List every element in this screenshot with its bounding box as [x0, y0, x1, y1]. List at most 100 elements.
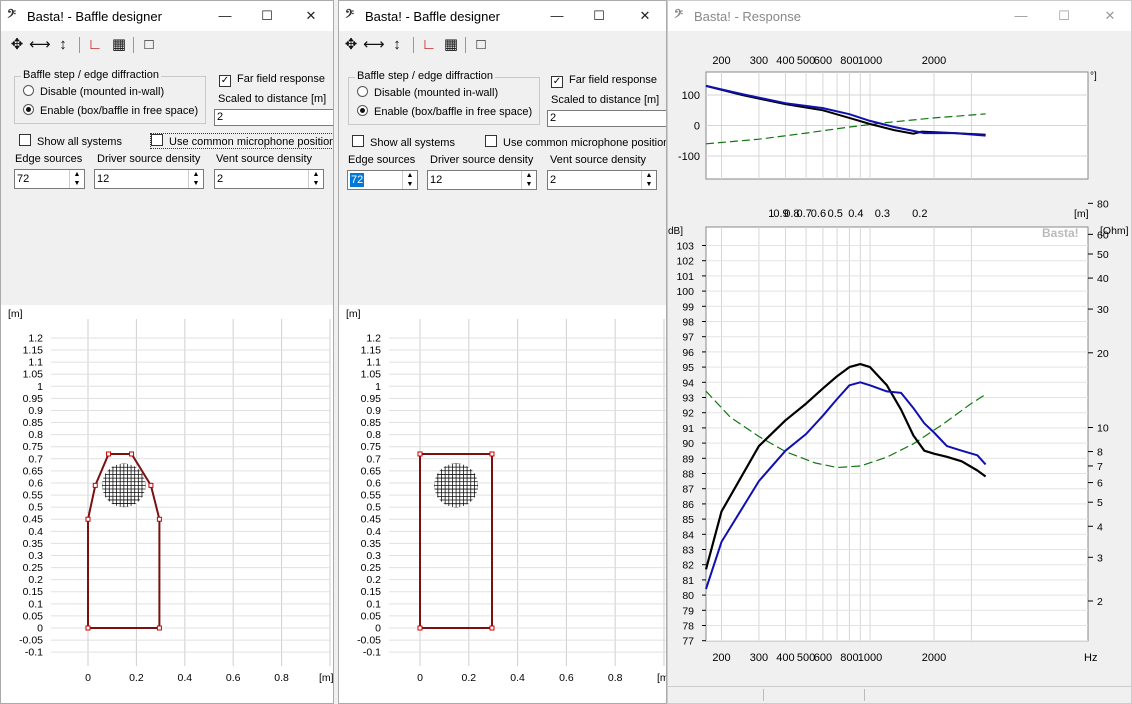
baffle-plot[interactable]: 1.2 1.15 1.1 1.05 1 0.95 0.9 0.85 0.8 0.75 0.7 0.65… [1, 305, 333, 703]
phase-tick-label: -100 [678, 151, 700, 163]
y-tick-label: 0.8 [28, 429, 43, 441]
y-tick-label: 0.65 [361, 465, 382, 477]
spin-arrows-icon[interactable]: ▲ ▼ [69, 170, 84, 188]
watermark: Basta! [1042, 226, 1079, 240]
maximize-button[interactable]: ☐ [1058, 8, 1070, 23]
maximize-button[interactable]: ☐ [593, 8, 605, 23]
bass-clef-icon: 𝄢 [674, 8, 684, 24]
y-tick-label: 0.3 [28, 550, 43, 562]
enable-radio[interactable]: Enable (box/baffle in free space) [23, 104, 198, 117]
settings-panel: Baffle step / edge diffraction Disable (… [339, 59, 666, 301]
title-bar[interactable]: 𝄢 Basta! - Baffle designer — ☐ ✕ [1, 1, 333, 31]
close-button[interactable]: ✕ [639, 8, 651, 23]
scaled-distance-input[interactable]: 2 [547, 110, 666, 127]
spin-arrows-icon[interactable]: ▲ ▼ [402, 171, 417, 189]
checkmark-icon: ✓ [219, 75, 231, 87]
minimize-button[interactable]: — [1014, 8, 1028, 23]
baffle-plot-svg[interactable]: 1.21.151.11.0510.950.90.850.80.750.70.65… [339, 305, 667, 704]
phase-tick-label: 0 [694, 121, 700, 133]
disable-radio[interactable]: Disable (mounted in-wall) [23, 85, 164, 98]
disable-radio[interactable]: Disable (mounted in-wall) [357, 86, 498, 99]
y-tick-label: 0 [375, 623, 381, 635]
grid-icon[interactable]: ▦ [111, 36, 127, 53]
radio-dot-icon [357, 105, 368, 116]
spinner-value[interactable]: 2 [217, 173, 224, 185]
phase-tick-label: 100 [682, 90, 700, 102]
edge-point-icon[interactable]: ∟ [421, 36, 437, 53]
spinner-value[interactable]: 2 [550, 174, 557, 186]
y-tick-label: 0.6 [366, 477, 381, 489]
db-tick-label: 94 [682, 377, 694, 389]
spinner-value[interactable]: 12 [430, 174, 443, 186]
checkbox-icon [19, 134, 31, 146]
spinner-value[interactable]: 72 [350, 173, 365, 187]
y-tick-label: 0.75 [361, 441, 382, 453]
toolbar: ✥ ⟷ ↕ ∟ ▦ □ [339, 31, 666, 59]
y-tick-label: 0.35 [361, 538, 382, 550]
move-horizontal-icon[interactable]: ⟷ [29, 36, 51, 53]
title-bar[interactable]: 𝄢 Basta! - Response — ☐ ✕ [668, 1, 1131, 31]
title-bar[interactable]: 𝄢 Basta! - Baffle designer — ☐ ✕ [339, 1, 666, 31]
minimize-button[interactable]: — [218, 8, 232, 23]
toolbar-separator [413, 37, 414, 53]
checkbox-icon [485, 135, 497, 147]
toolbar-separator [79, 37, 80, 53]
y-tick-label: 0.15 [23, 586, 44, 598]
spin-arrows-icon[interactable]: ▲ ▼ [641, 171, 656, 189]
db-tick-label: 77 [682, 636, 694, 648]
edge-vertex-marker [489, 625, 495, 631]
common-mic-checkbox[interactable]: Use common microphone position [485, 135, 667, 149]
edge-point-icon[interactable]: ∟ [87, 36, 103, 53]
y-tick-label: 0.95 [23, 393, 44, 405]
common-mic-checkbox[interactable]: Use common microphone position [149, 133, 333, 149]
driver-density-label: Driver source density [430, 154, 534, 166]
x-tick-label: 0.6 [559, 672, 574, 684]
y-tick-label: 1.15 [361, 345, 382, 357]
y-tick-label: 1.1 [28, 357, 43, 369]
grid-icon[interactable]: ▦ [443, 36, 459, 53]
show-all-systems-checkbox[interactable]: Show all systems [352, 135, 455, 149]
phase-series-b-line [705, 84, 986, 137]
move-all-icon[interactable]: ✥ [10, 36, 24, 53]
driver-density-spinner[interactable]: 12 ▲ ▼ [94, 169, 204, 189]
maximize-button[interactable]: ☐ [261, 8, 273, 23]
move-vertical-icon[interactable]: ↕ [393, 36, 401, 53]
move-vertical-icon[interactable]: ↕ [59, 36, 67, 53]
close-button[interactable]: ✕ [305, 8, 317, 23]
driver-density-spinner[interactable]: 12 ▲ ▼ [427, 170, 537, 190]
y-tick-label: -0.1 [363, 647, 381, 659]
spin-arrows-icon[interactable]: ▲ ▼ [188, 170, 203, 188]
move-horizontal-icon[interactable]: ⟷ [363, 36, 385, 53]
y-tick-label: 0.2 [28, 574, 43, 586]
spinner-value[interactable]: 72 [17, 173, 30, 185]
vent-density-spinner[interactable]: 2 ▲ ▼ [547, 170, 657, 190]
scaled-distance-input[interactable]: 2 [214, 109, 333, 126]
enable-radio[interactable]: Enable (box/baffle in free space) [357, 105, 532, 118]
spinner-value[interactable]: 12 [97, 173, 110, 185]
bass-clef-icon: 𝄢 [345, 8, 355, 24]
baffle-plot[interactable]: 1.2 1.15 1.1 1.05 1 0.95 0.9 0.85 0.8 0.75 0.7 0.65… [339, 305, 666, 703]
status-separator [864, 689, 865, 701]
minimize-button[interactable]: — [550, 8, 564, 23]
rectangle-icon[interactable]: □ [144, 36, 154, 53]
far-field-checkbox[interactable]: ✓ Far field response [551, 74, 657, 88]
y-tick-label: 0.65 [23, 465, 44, 477]
edge-sources-spinner[interactable]: 72 ▲ ▼ [14, 169, 85, 189]
far-field-checkbox[interactable]: ✓ Far field response [219, 73, 325, 87]
db-tick-label: 96 [682, 347, 694, 359]
baffle-designer-window-2: 𝄢 Basta! - Baffle designer — ☐ ✕ ✥ ⟷ ↕ ∟… [338, 0, 667, 704]
edge-sources-spinner[interactable]: 72 ▲ ▼ [347, 170, 418, 190]
y-tick-label: 0.95 [361, 393, 382, 405]
checkbox-label: Use common microphone position [503, 137, 667, 149]
rectangle-icon[interactable]: □ [476, 36, 486, 53]
close-button[interactable]: ✕ [1104, 8, 1116, 23]
spin-arrows-icon[interactable]: ▲ ▼ [521, 171, 536, 189]
vent-density-spinner[interactable]: 2 ▲ ▼ [214, 169, 324, 189]
bottom-frequency-label: 1000 [858, 652, 882, 664]
baffle-plot-svg[interactable]: 1.21.151.11.0510.950.90.850.80.750.70.65… [1, 305, 334, 704]
show-all-systems-checkbox[interactable]: Show all systems [19, 134, 122, 148]
edge-vertex-marker [85, 516, 91, 522]
move-all-icon[interactable]: ✥ [344, 36, 358, 53]
spin-arrows-icon[interactable]: ▲ ▼ [308, 170, 323, 188]
